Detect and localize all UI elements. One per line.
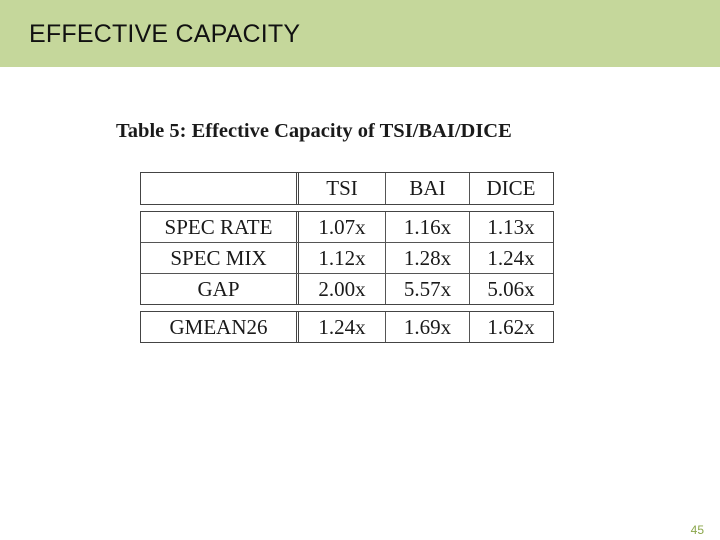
table-summary: GMEAN26 1.24x 1.69x 1.62x (140, 311, 554, 343)
table-cell: 5.06x (469, 274, 552, 304)
table-cell: 1.24x (469, 243, 552, 273)
row-label: SPEC RATE (141, 212, 299, 242)
title-bar: EFFECTIVE CAPACITY (0, 0, 720, 67)
table-cell: 1.12x (318, 245, 366, 270)
table-cell: 1.69x (385, 312, 469, 342)
summary-row: GMEAN26 1.24x 1.69x 1.62x (141, 312, 553, 342)
row-label: GMEAN26 (141, 312, 299, 342)
table-cell: 1.62x (469, 312, 552, 342)
table-row: SPEC RATE 1.07x 1.16x 1.13x (141, 212, 553, 242)
row-label: GAP (141, 274, 299, 304)
slide-title: EFFECTIVE CAPACITY (29, 20, 301, 48)
header-row: TSI BAI DICE (141, 173, 553, 204)
table-cell: 5.57x (385, 274, 469, 304)
table-body: SPEC RATE 1.07x 1.16x 1.13x SPEC MIX 1.1… (140, 211, 554, 305)
table-caption: Table 5: Effective Capacity of TSI/BAI/D… (116, 120, 512, 142)
header-cell-tsi: TSI (326, 176, 358, 200)
table-cell: 2.00x (318, 276, 366, 301)
table-row: GAP 2.00x 5.57x 5.06x (141, 273, 553, 304)
header-cell-bai: BAI (385, 173, 469, 204)
table-cell: 1.28x (385, 243, 469, 273)
header-cell-dice: DICE (469, 173, 552, 204)
table-cell: 1.07x (318, 214, 366, 239)
page-number: 45 (690, 523, 704, 537)
header-cell-empty (141, 173, 299, 204)
table-cell: 1.16x (385, 212, 469, 242)
capacity-table: TSI BAI DICE SPEC RATE 1.07x 1.16x 1.13x… (140, 172, 554, 343)
table-row: SPEC MIX 1.12x 1.28x 1.24x (141, 242, 553, 273)
row-label: SPEC MIX (141, 243, 299, 273)
table-header: TSI BAI DICE (140, 172, 554, 205)
table-cell: 1.24x (318, 314, 366, 339)
table-cell: 1.13x (469, 212, 552, 242)
